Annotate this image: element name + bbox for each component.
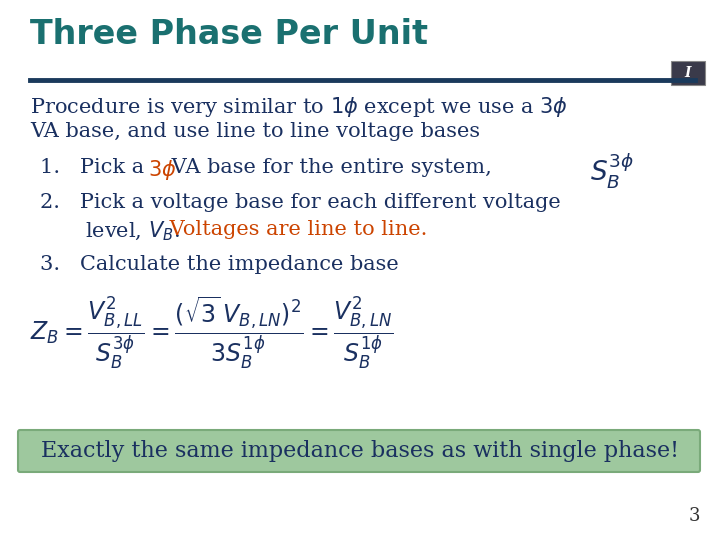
Text: Three Phase Per Unit: Three Phase Per Unit — [30, 18, 428, 51]
FancyBboxPatch shape — [18, 430, 700, 472]
Text: 1.   Pick a: 1. Pick a — [40, 158, 150, 177]
Text: $S_B^{3\phi}$: $S_B^{3\phi}$ — [590, 152, 634, 192]
Text: 2.   Pick a voltage base for each different voltage: 2. Pick a voltage base for each differen… — [40, 193, 561, 212]
Text: VA base, and use line to line voltage bases: VA base, and use line to line voltage ba… — [30, 122, 480, 141]
Text: level, $V_B$.: level, $V_B$. — [85, 220, 180, 243]
Text: Voltages are line to line.: Voltages are line to line. — [163, 220, 428, 239]
Text: Procedure is very similar to $1\phi$ except we use a $3\phi$: Procedure is very similar to $1\phi$ exc… — [30, 95, 568, 119]
Text: Exactly the same impedance bases as with single phase!: Exactly the same impedance bases as with… — [41, 440, 679, 462]
Text: 3: 3 — [688, 507, 700, 525]
Text: $3\phi$: $3\phi$ — [148, 158, 176, 182]
Text: VA base for the entire system,: VA base for the entire system, — [165, 158, 492, 177]
Text: $Z_B = \dfrac{V_{B,LL}^{2}}{S_B^{3\phi}} = \dfrac{(\sqrt{3}\,V_{B,LN})^{2}}{3S_B: $Z_B = \dfrac{V_{B,LL}^{2}}{S_B^{3\phi}}… — [30, 295, 394, 372]
FancyBboxPatch shape — [671, 61, 705, 85]
Text: 3.   Calculate the impedance base: 3. Calculate the impedance base — [40, 255, 399, 274]
Text: I: I — [685, 66, 691, 80]
